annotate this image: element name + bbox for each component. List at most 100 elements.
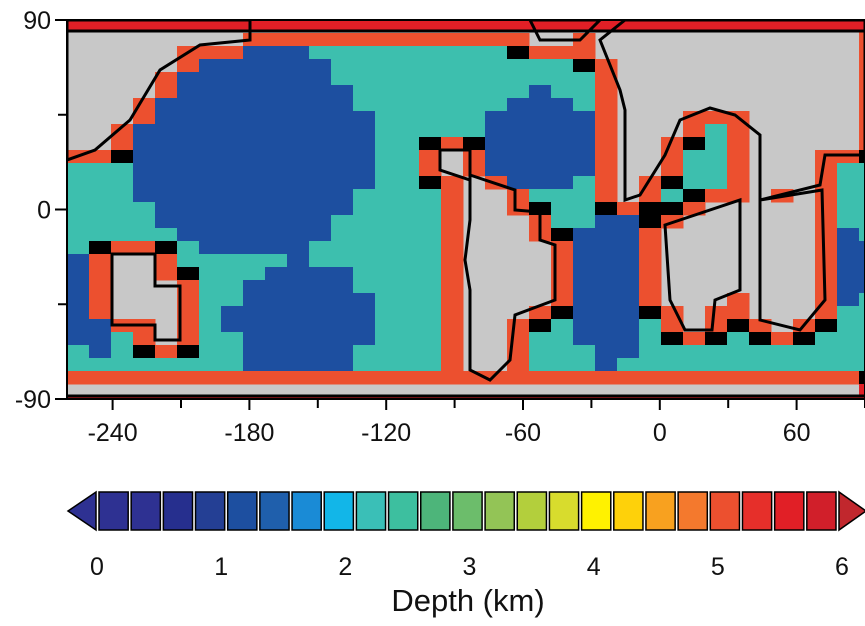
depth-cell — [331, 319, 354, 333]
depth-cell — [441, 306, 464, 320]
depth-cell — [639, 267, 662, 281]
depth-cell — [419, 280, 442, 294]
depth-cell — [375, 176, 398, 190]
depth-cell — [177, 72, 200, 86]
depth-cell — [353, 319, 376, 333]
depth-cell — [441, 371, 464, 385]
depth-cell — [683, 189, 706, 203]
depth-cell — [331, 111, 354, 125]
depth-cell — [265, 124, 288, 138]
depth-cell — [595, 280, 618, 294]
depth-cell — [199, 72, 222, 86]
depth-cell — [573, 98, 596, 112]
depth-cell — [617, 319, 640, 333]
depth-cell — [771, 371, 794, 385]
depth-cell — [837, 345, 860, 359]
depth-cell — [353, 215, 376, 229]
depth-cell — [133, 358, 156, 372]
depth-cell — [529, 319, 552, 333]
depth-cell — [221, 280, 244, 294]
depth-cell — [199, 111, 222, 125]
depth-cell — [441, 345, 464, 359]
depth-cell — [265, 306, 288, 320]
depth-cell — [243, 163, 266, 177]
depth-cell — [133, 176, 156, 190]
depth-cell — [331, 332, 354, 346]
colorbar-title: Depth (km) — [391, 583, 544, 618]
depth-cell — [331, 202, 354, 216]
colorbar-swatch — [484, 491, 516, 531]
depth-cell — [859, 163, 865, 177]
depth-cell — [353, 228, 376, 242]
depth-cell — [243, 176, 266, 190]
depth-cell — [309, 150, 332, 164]
depth-cell — [243, 228, 266, 242]
depth-cell — [331, 306, 354, 320]
depth-cell — [309, 176, 332, 190]
depth-cell — [287, 33, 310, 47]
depth-cell — [529, 189, 552, 203]
depth-cell — [507, 358, 530, 372]
depth-cell — [397, 345, 420, 359]
coastline — [438, 148, 472, 183]
depth-cell — [199, 280, 222, 294]
depth-cell — [265, 202, 288, 216]
depth-cell — [133, 202, 156, 216]
depth-cell — [639, 306, 662, 320]
depth-cell — [551, 228, 574, 242]
depth-cell — [859, 293, 865, 307]
depth-cell — [67, 176, 90, 190]
depth-cell — [507, 137, 530, 151]
depth-cell — [375, 124, 398, 138]
depth-cell — [353, 202, 376, 216]
depth-cell — [221, 137, 244, 151]
x-tick-label: 0 — [653, 419, 667, 447]
depth-cell — [793, 358, 816, 372]
depth-cell — [529, 85, 552, 99]
depth-cell — [859, 33, 865, 47]
depth-cell — [67, 163, 90, 177]
colorbar-swatch — [741, 491, 773, 531]
depth-cell — [705, 332, 728, 346]
depth-cell — [441, 176, 464, 190]
depth-cell — [397, 176, 420, 190]
depth-cell — [683, 332, 706, 346]
depth-cell — [133, 137, 156, 151]
depth-cell — [573, 345, 596, 359]
depth-cell — [375, 332, 398, 346]
coastline — [463, 172, 557, 382]
depth-cell — [199, 124, 222, 138]
depth-cell — [419, 358, 442, 372]
depth-cell — [661, 358, 684, 372]
depth-cell — [595, 254, 618, 268]
depth-cell — [837, 189, 860, 203]
depth-cell — [353, 46, 376, 60]
y-tick-label: 0 — [37, 197, 51, 225]
depth-cell — [331, 72, 354, 86]
depth-cell — [529, 163, 552, 177]
colorbar-tick-label: 2 — [338, 553, 352, 581]
depth-cell — [815, 332, 838, 346]
depth-cell — [507, 59, 530, 73]
depth-cell — [837, 163, 860, 177]
depth-cell — [89, 215, 112, 229]
depth-cell — [661, 189, 684, 203]
depth-cell — [67, 371, 90, 385]
depth-cell — [617, 293, 640, 307]
depth-cell — [265, 345, 288, 359]
depth-cell — [155, 228, 178, 242]
depth-cell — [309, 319, 332, 333]
depth-cell — [441, 111, 464, 125]
depth-cell — [309, 33, 332, 47]
depth-cell — [419, 59, 442, 73]
depth-cell — [441, 215, 464, 229]
x-tick-label: 60 — [783, 419, 811, 447]
depth-cell — [441, 59, 464, 73]
depth-cell — [727, 189, 750, 203]
depth-cell — [67, 254, 90, 268]
depth-cell — [837, 319, 860, 333]
depth-cell — [573, 280, 596, 294]
depth-cell — [837, 241, 860, 255]
depth-cell — [199, 46, 222, 60]
depth-cell — [221, 215, 244, 229]
